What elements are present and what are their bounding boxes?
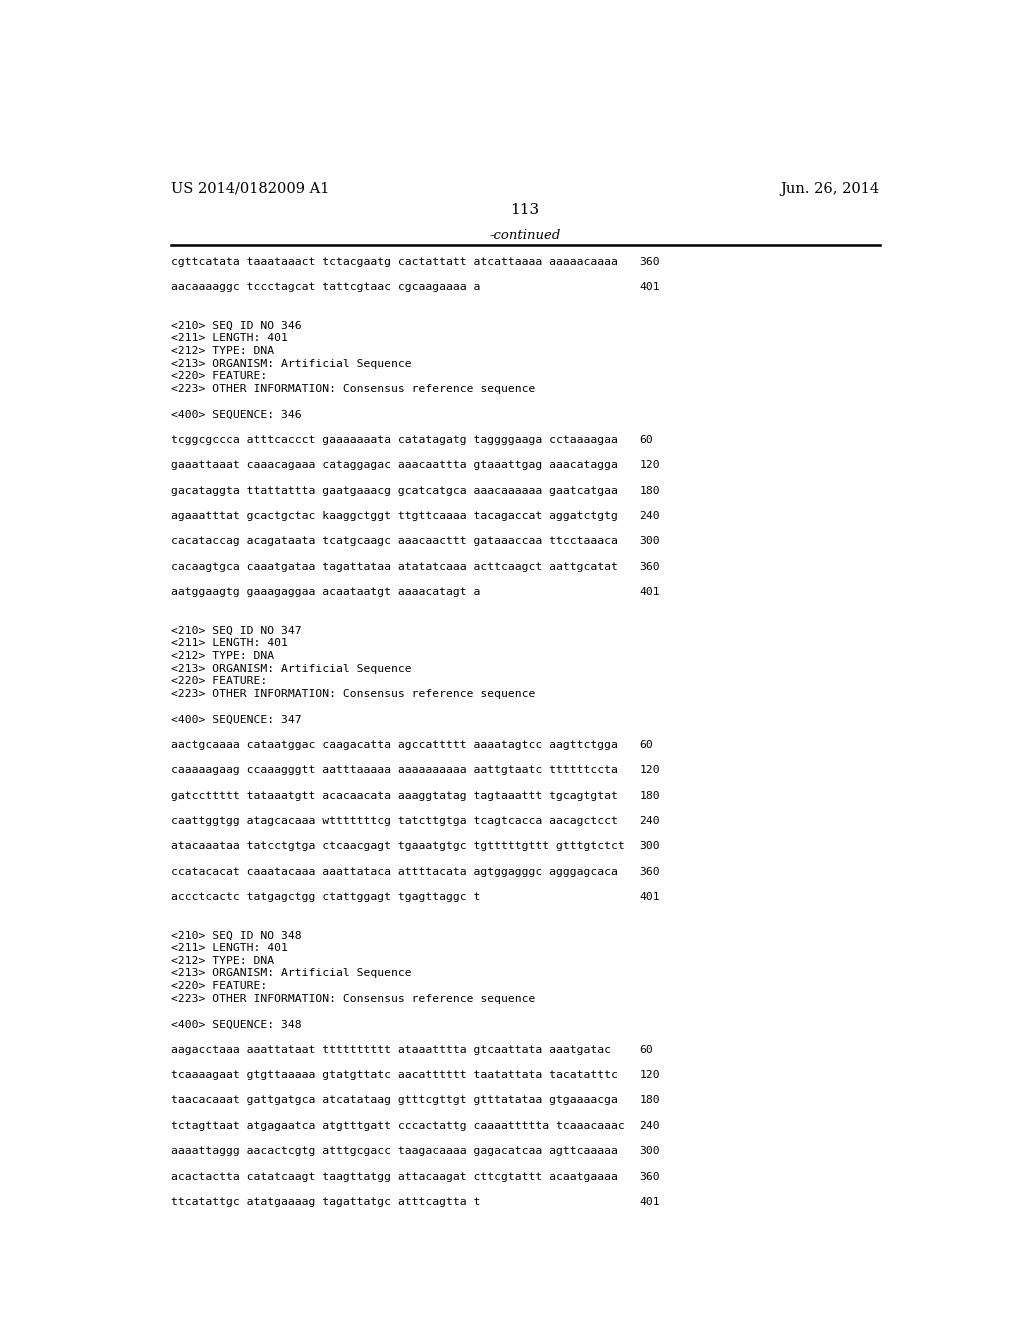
Text: <213> ORGANISM: Artificial Sequence: <213> ORGANISM: Artificial Sequence <box>171 359 412 368</box>
Text: aatggaagtg gaaagaggaa acaataatgt aaaacatagt a: aatggaagtg gaaagaggaa acaataatgt aaaacat… <box>171 587 480 597</box>
Text: 401: 401 <box>640 1197 660 1206</box>
Text: caaaaagaag ccaaagggtt aatttaaaaa aaaaaaaaaa aattgtaatc ttttttccta: caaaaagaag ccaaagggtt aatttaaaaa aaaaaaa… <box>171 766 617 775</box>
Text: atacaaataa tatcctgtga ctcaacgagt tgaaatgtgc tgtttttgttt gtttgtctct: atacaaataa tatcctgtga ctcaacgagt tgaaatg… <box>171 841 625 851</box>
Text: 120: 120 <box>640 766 660 775</box>
Text: 60: 60 <box>640 1044 653 1055</box>
Text: <213> ORGANISM: Artificial Sequence: <213> ORGANISM: Artificial Sequence <box>171 664 412 673</box>
Text: Jun. 26, 2014: Jun. 26, 2014 <box>780 182 880 195</box>
Text: aagacctaaa aaattataat tttttttttt ataaatttta gtcaattata aaatgatac: aagacctaaa aaattataat tttttttttt ataaatt… <box>171 1044 610 1055</box>
Text: gaaattaaat caaacagaaa cataggagac aaacaattta gtaaattgag aaacatagga: gaaattaaat caaacagaaa cataggagac aaacaat… <box>171 461 617 470</box>
Text: acactactta catatcaagt taagttatgg attacaagat cttcgtattt acaatgaaaa: acactactta catatcaagt taagttatgg attacaa… <box>171 1172 617 1181</box>
Text: 360: 360 <box>640 867 660 876</box>
Text: tctagttaat atgagaatca atgtttgatt cccactattg caaaattttta tcaaacaaac: tctagttaat atgagaatca atgtttgatt cccacta… <box>171 1121 625 1131</box>
Text: 360: 360 <box>640 562 660 572</box>
Text: <211> LENGTH: 401: <211> LENGTH: 401 <box>171 942 288 953</box>
Text: 300: 300 <box>640 536 660 546</box>
Text: aaaattaggg aacactcgtg atttgcgacc taagacaaaa gagacatcaa agttcaaaaa: aaaattaggg aacactcgtg atttgcgacc taagaca… <box>171 1146 617 1156</box>
Text: <220> FEATURE:: <220> FEATURE: <box>171 676 267 686</box>
Text: ccatacacat caaatacaaa aaattataca attttacata agtggagggc agggagcaca: ccatacacat caaatacaaa aaattataca attttac… <box>171 867 617 876</box>
Text: 120: 120 <box>640 1071 660 1080</box>
Text: <212> TYPE: DNA: <212> TYPE: DNA <box>171 956 273 966</box>
Text: cgttcatata taaataaact tctacgaatg cactattatt atcattaaaa aaaaacaaaa: cgttcatata taaataaact tctacgaatg cactatt… <box>171 257 617 267</box>
Text: <223> OTHER INFORMATION: Consensus reference sequence: <223> OTHER INFORMATION: Consensus refer… <box>171 994 535 1003</box>
Text: 360: 360 <box>640 1172 660 1181</box>
Text: aactgcaaaa cataatggac caagacatta agccattttt aaaatagtcc aagttctgga: aactgcaaaa cataatggac caagacatta agccatt… <box>171 739 617 750</box>
Text: taacacaaat gattgatgca atcatataag gtttcgttgt gtttatataa gtgaaaacga: taacacaaat gattgatgca atcatataag gtttcgt… <box>171 1096 617 1105</box>
Text: <223> OTHER INFORMATION: Consensus reference sequence: <223> OTHER INFORMATION: Consensus refer… <box>171 384 535 393</box>
Text: US 2014/0182009 A1: US 2014/0182009 A1 <box>171 182 329 195</box>
Text: cacaagtgca caaatgataa tagattataa atatatcaaa acttcaagct aattgcatat: cacaagtgca caaatgataa tagattataa atatatc… <box>171 562 617 572</box>
Text: <210> SEQ ID NO 347: <210> SEQ ID NO 347 <box>171 626 301 635</box>
Text: 300: 300 <box>640 1146 660 1156</box>
Text: gatccttttt tataaatgtt acacaacata aaaggtatag tagtaaattt tgcagtgtat: gatccttttt tataaatgtt acacaacata aaaggta… <box>171 791 617 800</box>
Text: <223> OTHER INFORMATION: Consensus reference sequence: <223> OTHER INFORMATION: Consensus refer… <box>171 689 535 698</box>
Text: 401: 401 <box>640 587 660 597</box>
Text: agaaatttat gcactgctac kaaggctggt ttgttcaaaa tacagaccat aggatctgtg: agaaatttat gcactgctac kaaggctggt ttgttca… <box>171 511 617 521</box>
Text: cacataccag acagataata tcatgcaagc aaacaacttt gataaaccaa ttcctaaaca: cacataccag acagataata tcatgcaagc aaacaac… <box>171 536 617 546</box>
Text: <400> SEQUENCE: 347: <400> SEQUENCE: 347 <box>171 714 301 725</box>
Text: 401: 401 <box>640 282 660 292</box>
Text: 240: 240 <box>640 816 660 826</box>
Text: <400> SEQUENCE: 346: <400> SEQUENCE: 346 <box>171 409 301 420</box>
Text: <210> SEQ ID NO 348: <210> SEQ ID NO 348 <box>171 931 301 940</box>
Text: 240: 240 <box>640 511 660 521</box>
Text: -continued: -continued <box>489 230 560 243</box>
Text: 240: 240 <box>640 1121 660 1131</box>
Text: aacaaaaggc tccctagcat tattcgtaac cgcaagaaaa a: aacaaaaggc tccctagcat tattcgtaac cgcaaga… <box>171 282 480 292</box>
Text: <213> ORGANISM: Artificial Sequence: <213> ORGANISM: Artificial Sequence <box>171 969 412 978</box>
Text: <210> SEQ ID NO 346: <210> SEQ ID NO 346 <box>171 321 301 330</box>
Text: 360: 360 <box>640 257 660 267</box>
Text: 180: 180 <box>640 791 660 800</box>
Text: tcaaaagaat gtgttaaaaa gtatgttatc aacatttttt taatattata tacatatttc: tcaaaagaat gtgttaaaaa gtatgttatc aacattt… <box>171 1071 617 1080</box>
Text: ttcatattgc atatgaaaag tagattatgc atttcagtta t: ttcatattgc atatgaaaag tagattatgc atttcag… <box>171 1197 480 1206</box>
Text: 120: 120 <box>640 461 660 470</box>
Text: 300: 300 <box>640 841 660 851</box>
Text: 113: 113 <box>510 203 540 216</box>
Text: caattggtgg atagcacaaa wtttttttcg tatcttgtga tcagtcacca aacagctcct: caattggtgg atagcacaaa wtttttttcg tatcttg… <box>171 816 617 826</box>
Text: <400> SEQUENCE: 348: <400> SEQUENCE: 348 <box>171 1019 301 1030</box>
Text: <211> LENGTH: 401: <211> LENGTH: 401 <box>171 333 288 343</box>
Text: <220> FEATURE:: <220> FEATURE: <box>171 371 267 381</box>
Text: <211> LENGTH: 401: <211> LENGTH: 401 <box>171 638 288 648</box>
Text: 180: 180 <box>640 1096 660 1105</box>
Text: <212> TYPE: DNA: <212> TYPE: DNA <box>171 651 273 661</box>
Text: 180: 180 <box>640 486 660 495</box>
Text: accctcactc tatgagctgg ctattggagt tgagttaggc t: accctcactc tatgagctgg ctattggagt tgagtta… <box>171 892 480 902</box>
Text: 60: 60 <box>640 434 653 445</box>
Text: 60: 60 <box>640 739 653 750</box>
Text: gacataggta ttattattta gaatgaaacg gcatcatgca aaacaaaaaa gaatcatgaa: gacataggta ttattattta gaatgaaacg gcatcat… <box>171 486 617 495</box>
Text: <212> TYPE: DNA: <212> TYPE: DNA <box>171 346 273 356</box>
Text: <220> FEATURE:: <220> FEATURE: <box>171 981 267 991</box>
Text: 401: 401 <box>640 892 660 902</box>
Text: tcggcgccca atttcaccct gaaaaaaata catatagatg taggggaaga cctaaaagaa: tcggcgccca atttcaccct gaaaaaaata catatag… <box>171 434 617 445</box>
